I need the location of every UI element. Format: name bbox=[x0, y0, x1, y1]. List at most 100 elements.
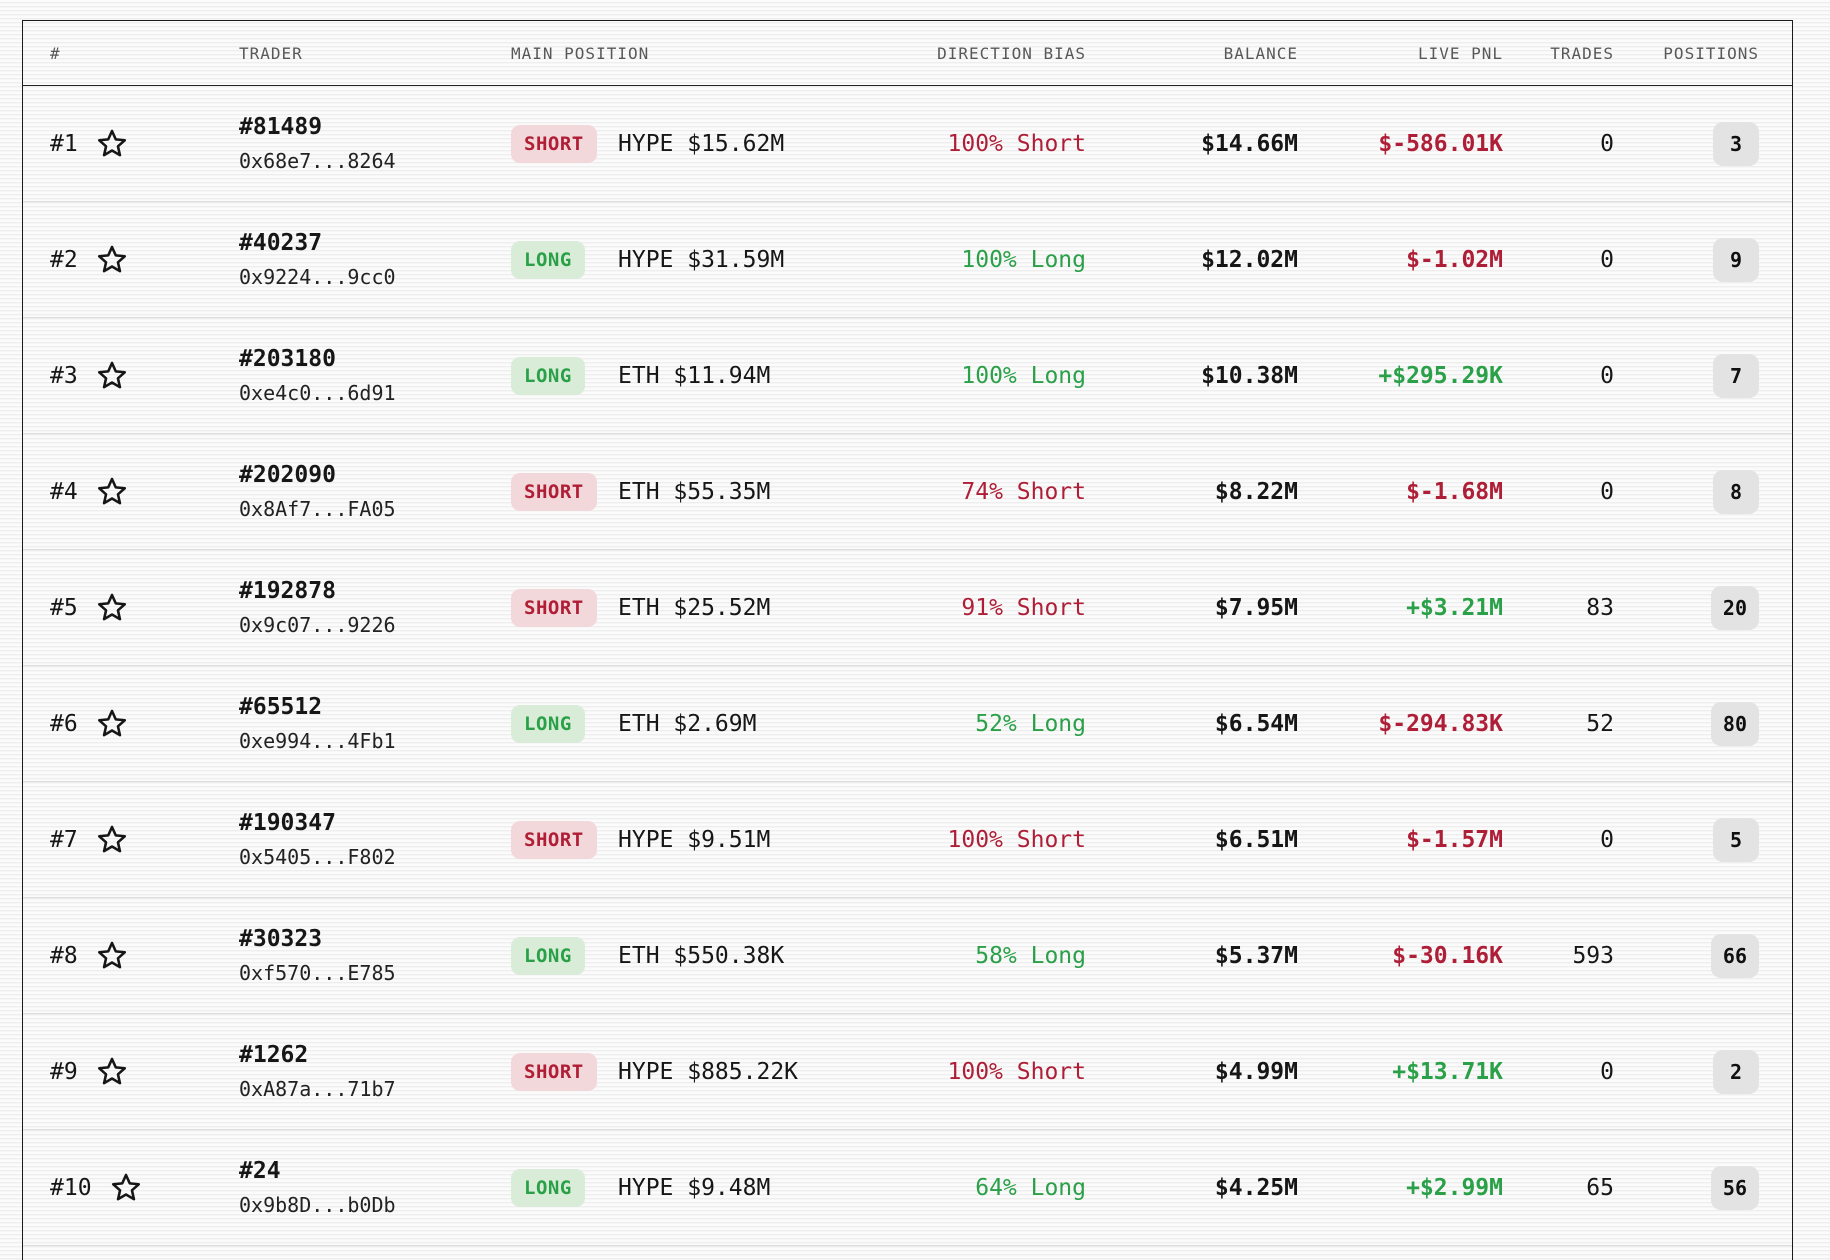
rank-label: #4 bbox=[50, 478, 78, 505]
side-badge-wrap: LONG bbox=[511, 936, 618, 975]
trader-cell[interactable]: #30323 0xf570...E785 bbox=[239, 926, 511, 985]
side-badge: SHORT bbox=[511, 124, 597, 163]
rank-label: #9 bbox=[50, 1058, 78, 1085]
rank-label: #10 bbox=[50, 1174, 92, 1201]
positions-badge: 3 bbox=[1713, 121, 1759, 166]
live-pnl-value: $-1.02M bbox=[1406, 246, 1503, 273]
table-row[interactable]: #4 #202090 0x8Af7...FA05 SHORT ETH $55.3… bbox=[23, 434, 1792, 550]
live-pnl-value: $-1.68M bbox=[1406, 478, 1503, 505]
rank-cell: #5 bbox=[23, 591, 239, 625]
star-icon bbox=[97, 245, 126, 272]
main-position-cell: SHORT HYPE $15.62M bbox=[511, 124, 881, 163]
side-badge: SHORT bbox=[511, 820, 597, 859]
trader-cell[interactable]: #65512 0xe994...4Fb1 bbox=[239, 694, 511, 753]
live-pnl-value: +$3.21M bbox=[1406, 594, 1503, 621]
positions-badge: 2 bbox=[1713, 1049, 1759, 1094]
star-icon bbox=[97, 129, 126, 156]
live-pnl-value: $-30.16K bbox=[1392, 942, 1503, 969]
favorite-star-button[interactable] bbox=[109, 1171, 143, 1205]
trader-cell[interactable]: #192878 0x9c07...9226 bbox=[239, 578, 511, 637]
table-row[interactable]: #8 #30323 0xf570...E785 LONG ETH $550.38… bbox=[23, 898, 1792, 1014]
main-position-cell: LONG ETH $550.38K bbox=[511, 936, 881, 975]
favorite-star-button[interactable] bbox=[95, 591, 129, 625]
trader-address: 0x9c07...9226 bbox=[239, 613, 396, 637]
table-row[interactable]: #10 #24 0x9b8D...b0Db LONG HYPE $9.48M 6… bbox=[23, 1130, 1792, 1246]
direction-bias-value: 64% Long bbox=[975, 1174, 1086, 1201]
trader-name: #1262 bbox=[239, 1042, 309, 1068]
side-badge-wrap: SHORT bbox=[511, 820, 618, 859]
favorite-star-button[interactable] bbox=[95, 1055, 129, 1089]
positions-badge: 80 bbox=[1710, 701, 1759, 746]
table-row[interactable]: #1 #81489 0x68e7...8264 SHORT HYPE $15.6… bbox=[23, 86, 1792, 202]
table-row[interactable]: #6 #65512 0xe994...4Fb1 LONG ETH $2.69M … bbox=[23, 666, 1792, 782]
table-row[interactable]: #7 #190347 0x5405...F802 SHORT HYPE $9.5… bbox=[23, 782, 1792, 898]
rank-label: #7 bbox=[50, 826, 78, 853]
main-position-cell: SHORT ETH $25.52M bbox=[511, 588, 881, 627]
favorite-star-button[interactable] bbox=[95, 707, 129, 741]
table-row[interactable]: #2 #40237 0x9224...9cc0 LONG HYPE $31.59… bbox=[23, 202, 1792, 318]
rank-label: #8 bbox=[50, 942, 78, 969]
rank-cell: #1 bbox=[23, 127, 239, 161]
main-position-cell: LONG ETH $2.69M bbox=[511, 704, 881, 743]
trader-cell[interactable]: #40237 0x9224...9cc0 bbox=[239, 230, 511, 289]
trades-value: 83 bbox=[1586, 594, 1614, 621]
side-badge: LONG bbox=[511, 936, 585, 975]
live-pnl-value: +$13.71K bbox=[1392, 1058, 1503, 1085]
direction-bias-value: 100% Long bbox=[961, 246, 1086, 273]
balance-value: $4.99M bbox=[1214, 1058, 1298, 1085]
side-badge-wrap: LONG bbox=[511, 1168, 618, 1207]
trader-name: #65512 bbox=[239, 694, 323, 720]
trader-cell[interactable]: #1262 0xA87a...71b7 bbox=[239, 1042, 511, 1101]
trader-name: #202090 bbox=[239, 462, 336, 488]
header-positions: POSITIONS bbox=[1663, 43, 1759, 63]
trader-name: #24 bbox=[239, 1158, 281, 1184]
balance-value: $4.25M bbox=[1214, 1174, 1298, 1201]
side-badge: LONG bbox=[511, 704, 585, 743]
side-badge: LONG bbox=[511, 1168, 585, 1207]
favorite-star-button[interactable] bbox=[95, 359, 129, 393]
trader-cell[interactable]: #203180 0xe4c0...6d91 bbox=[239, 346, 511, 405]
favorite-star-button[interactable] bbox=[95, 475, 129, 509]
favorite-star-button[interactable] bbox=[95, 939, 129, 973]
favorite-star-button[interactable] bbox=[95, 823, 129, 857]
balance-value: $5.37M bbox=[1214, 942, 1298, 969]
favorite-star-button[interactable] bbox=[95, 243, 129, 277]
positions-badge: 8 bbox=[1713, 469, 1759, 514]
main-position-value: ETH $2.69M bbox=[618, 710, 757, 737]
side-badge-wrap: LONG bbox=[511, 356, 618, 395]
trader-cell[interactable]: #24 0x9b8D...b0Db bbox=[239, 1158, 511, 1217]
trader-cell[interactable]: #81489 0x68e7...8264 bbox=[239, 114, 511, 173]
main-position-value: ETH $11.94M bbox=[618, 362, 771, 389]
header-rank: # bbox=[50, 43, 61, 63]
trades-value: 0 bbox=[1600, 478, 1614, 505]
rank-label: #2 bbox=[50, 246, 78, 273]
star-icon bbox=[97, 1057, 126, 1084]
star-icon bbox=[97, 477, 126, 504]
rank-label: #5 bbox=[50, 594, 78, 621]
table-row[interactable]: #5 #192878 0x9c07...9226 SHORT ETH $25.5… bbox=[23, 550, 1792, 666]
positions-cell: 8 bbox=[1614, 469, 1759, 514]
direction-bias-value: 100% Short bbox=[947, 1058, 1086, 1085]
table-row[interactable]: #9 #1262 0xA87a...71b7 SHORT HYPE $885.2… bbox=[23, 1014, 1792, 1130]
side-badge: SHORT bbox=[511, 588, 597, 627]
trader-name: #30323 bbox=[239, 926, 323, 952]
trader-name: #190347 bbox=[239, 810, 336, 836]
positions-badge: 7 bbox=[1713, 353, 1759, 398]
star-icon bbox=[97, 941, 126, 968]
header-balance: BALANCE bbox=[1223, 43, 1298, 63]
direction-bias-value: 91% Short bbox=[961, 594, 1086, 621]
side-badge-wrap: SHORT bbox=[511, 588, 618, 627]
trader-cell[interactable]: #190347 0x5405...F802 bbox=[239, 810, 511, 869]
positions-cell: 56 bbox=[1614, 1165, 1759, 1210]
favorite-star-button[interactable] bbox=[95, 127, 129, 161]
positions-badge: 5 bbox=[1713, 817, 1759, 862]
star-icon bbox=[111, 1173, 140, 1200]
rank-cell: #2 bbox=[23, 243, 239, 277]
trader-cell[interactable]: #202090 0x8Af7...FA05 bbox=[239, 462, 511, 521]
positions-cell: 5 bbox=[1614, 817, 1759, 862]
table-body: #1 #81489 0x68e7...8264 SHORT HYPE $15.6… bbox=[23, 86, 1792, 1246]
trader-name: #203180 bbox=[239, 346, 336, 372]
table-row[interactable]: #3 #203180 0xe4c0...6d91 LONG ETH $11.94… bbox=[23, 318, 1792, 434]
live-pnl-value: $-1.57M bbox=[1406, 826, 1503, 853]
main-position-value: ETH $550.38K bbox=[618, 942, 785, 969]
